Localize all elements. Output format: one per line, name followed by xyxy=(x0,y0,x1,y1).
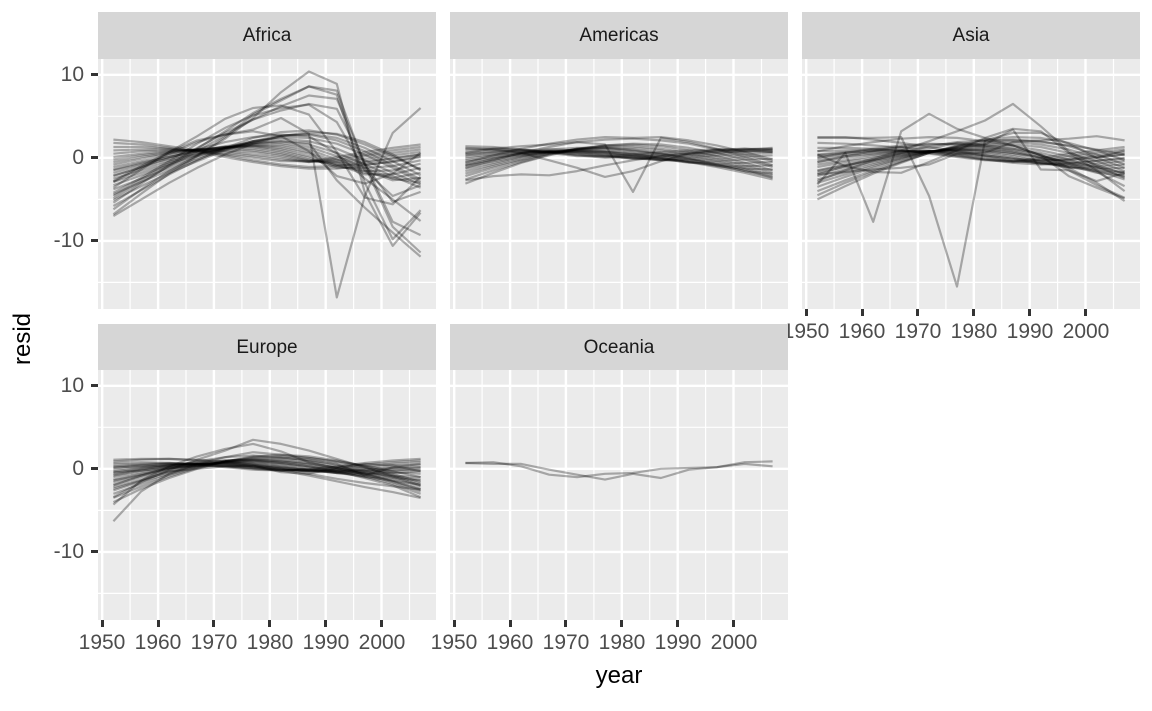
x-tick-label: 1960 xyxy=(134,631,182,654)
x-tick-label: 1970 xyxy=(190,631,238,654)
facet-panel-africa xyxy=(98,59,436,309)
x-tick-mark xyxy=(564,620,567,627)
x-tick-mark xyxy=(324,620,327,627)
facet-strip-oceania: Oceania xyxy=(450,324,788,371)
x-tick-mark xyxy=(861,309,864,316)
x-tick-mark xyxy=(509,620,512,627)
x-tick-label: 1950 xyxy=(430,631,478,654)
x-tick-label: 1990 xyxy=(654,631,702,654)
y-tick-mark xyxy=(91,550,98,553)
x-tick-mark xyxy=(101,620,104,627)
facet-label-asia: Asia xyxy=(952,24,990,46)
y-tick-mark xyxy=(91,239,98,242)
x-tick-label: 1980 xyxy=(598,631,646,654)
facet-panel-europe xyxy=(98,370,436,620)
x-tick-label: 1970 xyxy=(894,320,942,343)
y-tick-label: 10 xyxy=(60,374,84,397)
x-tick-mark xyxy=(268,620,271,627)
residual-lines-africa xyxy=(112,70,422,299)
y-tick-mark xyxy=(91,467,98,470)
y-tick-label: 10 xyxy=(60,63,84,86)
facet-label-europe: Europe xyxy=(236,336,298,358)
facet-strip-africa: Africa xyxy=(98,12,436,59)
x-tick-mark xyxy=(805,309,808,316)
x-tick-label: 1960 xyxy=(838,320,886,343)
residual-lines-europe xyxy=(112,438,422,522)
residual-lines-asia xyxy=(816,102,1126,288)
facet-label-africa: Africa xyxy=(242,24,292,46)
facet-panel-asia xyxy=(802,59,1140,309)
x-tick-mark xyxy=(732,620,735,627)
x-tick-mark xyxy=(453,620,456,627)
x-tick-mark xyxy=(157,620,160,627)
x-tick-label: 1990 xyxy=(302,631,350,654)
x-tick-label: 1970 xyxy=(542,631,590,654)
y-tick-mark xyxy=(91,384,98,387)
x-tick-label: 1980 xyxy=(950,320,998,343)
y-tick-label: 0 xyxy=(72,457,84,480)
x-tick-mark xyxy=(620,620,623,627)
x-tick-label: 1980 xyxy=(246,631,294,654)
facet-label-americas: Americas xyxy=(579,24,659,46)
y-tick-mark xyxy=(91,156,98,159)
facet-strip-asia: Asia xyxy=(802,12,1140,59)
x-tick-mark xyxy=(916,309,919,316)
y-tick-label: 0 xyxy=(72,146,84,169)
facet-panel-americas xyxy=(450,59,788,309)
residual-lines-oceania xyxy=(465,460,773,481)
y-tick-label: -10 xyxy=(53,540,84,563)
facet-strip-americas: Americas xyxy=(450,12,788,59)
facet-strip-europe: Europe xyxy=(98,324,436,371)
x-tick-label: 1960 xyxy=(486,631,534,654)
x-tick-mark xyxy=(1084,309,1087,316)
x-tick-label: 1990 xyxy=(1006,320,1054,343)
x-tick-label: 2000 xyxy=(710,631,758,654)
x-tick-mark xyxy=(676,620,679,627)
x-tick-label: 2000 xyxy=(1062,320,1110,343)
x-tick-label: 2000 xyxy=(358,631,406,654)
x-tick-mark xyxy=(1028,309,1031,316)
x-tick-label: 1950 xyxy=(78,631,126,654)
x-tick-mark xyxy=(212,620,215,627)
x-axis-title: year xyxy=(595,662,643,689)
y-tick-label: -10 xyxy=(53,229,84,252)
residual-lines-americas xyxy=(465,135,773,193)
y-axis-title: resid xyxy=(9,312,36,366)
facet-label-oceania: Oceania xyxy=(583,336,655,358)
y-tick-mark xyxy=(91,73,98,76)
x-tick-label: 1950 xyxy=(782,320,830,343)
x-tick-mark xyxy=(380,620,383,627)
x-tick-mark xyxy=(972,309,975,316)
facet-panel-oceania xyxy=(450,370,788,620)
